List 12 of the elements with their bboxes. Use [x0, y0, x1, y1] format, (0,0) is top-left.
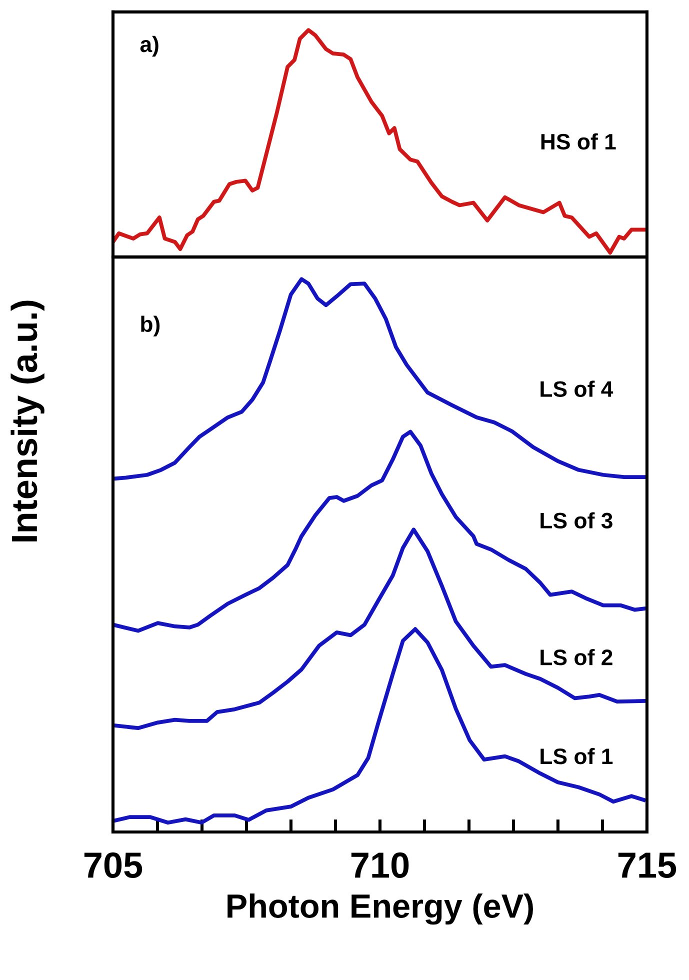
y-axis-title: Intensity (a.u.) — [10, 300, 44, 542]
annotation: b) — [141, 316, 160, 336]
x-axis-title: Photon Energy (eV) — [228, 893, 533, 925]
x-tick-label: 705 — [84, 852, 142, 878]
series-label: LS of 3 — [540, 512, 612, 529]
series-label: LS of 1 — [540, 748, 613, 764]
x-tick-label: 710 — [351, 852, 409, 878]
x-tick-label: 715 — [618, 852, 676, 878]
text: HS of 1 — [541, 133, 616, 150]
annotation: a) — [140, 36, 158, 57]
series-label: LS of 2 — [540, 648, 612, 666]
text: LS of 4 — [540, 380, 614, 397]
